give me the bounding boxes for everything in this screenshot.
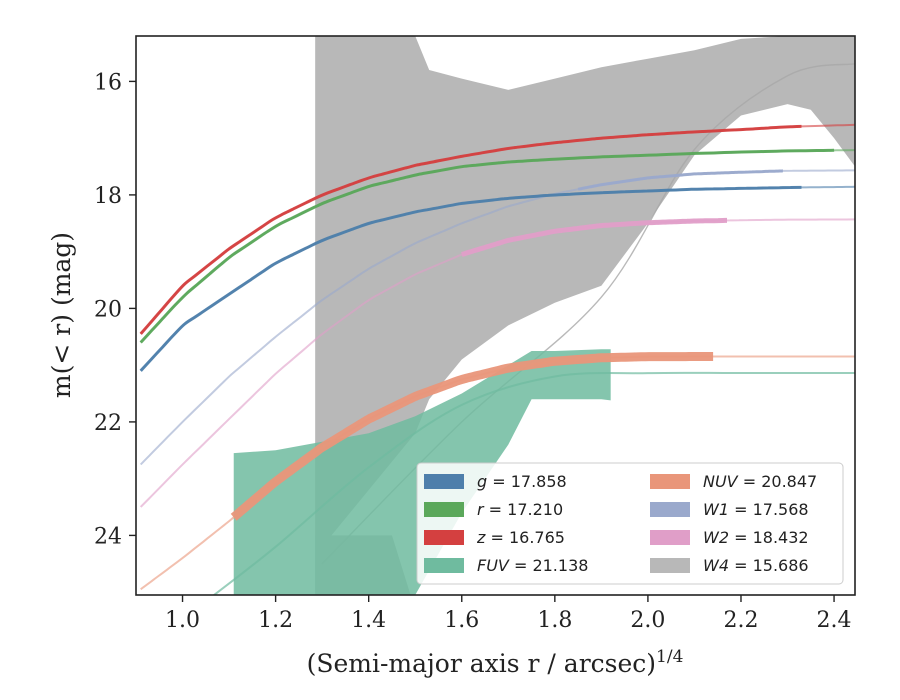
- legend-value: = 21.138: [509, 556, 589, 575]
- series-w4-band: [315, 36, 855, 595]
- series-z-measured: [139, 124, 802, 335]
- legend-band: g: [477, 472, 487, 491]
- legend-band: z: [476, 528, 486, 547]
- legend-swatch-w4: [650, 558, 690, 573]
- x-tick-label: 2.0: [630, 608, 665, 633]
- legend-swatch-nuv: [650, 474, 690, 489]
- x-axis-title: (Semi-major axis r / arcsec)1/4: [307, 647, 684, 678]
- legend-band: W1: [703, 500, 729, 519]
- legend-value: = 17.210: [484, 500, 564, 519]
- legend: g = 17.858 NUV = 20.847 r = 17.210 W1 = 17.…: [416, 462, 844, 585]
- legend-label-nuv: NUV = 20.847: [703, 472, 817, 491]
- legend-label-w4: W4 = 15.686: [703, 556, 809, 575]
- series-g-measured: [139, 185, 802, 372]
- x-tick-label: 1.8: [537, 608, 572, 633]
- legend-value: = 20.847: [738, 472, 818, 491]
- series-r-measured: [139, 148, 835, 344]
- legend-swatch-g: [424, 474, 464, 489]
- x-axis-title-text: (Semi-major axis r / arcsec): [307, 649, 656, 678]
- x-axis-title-superscript: 1/4: [656, 647, 683, 667]
- series-fuv-line: [212, 371, 855, 595]
- series-nuv-measured: [230, 352, 714, 521]
- legend-label-z: z = 16.765: [476, 528, 565, 547]
- y-tick-label: 16: [94, 70, 122, 95]
- legend-band: r: [477, 500, 485, 519]
- y-tick-label: 20: [94, 297, 122, 322]
- legend-value: = 18.432: [729, 528, 809, 547]
- legend-swatch-r: [424, 502, 464, 517]
- legend-band: NUV: [703, 472, 739, 491]
- x-tick-label: 1.2: [258, 608, 293, 633]
- x-tick-label: 1.4: [351, 608, 386, 633]
- legend-band: FUV: [477, 556, 510, 575]
- legend-label-r: r = 17.210: [477, 500, 563, 519]
- legend-band: W2: [703, 528, 729, 547]
- x-tick-label: 1.6: [444, 608, 479, 633]
- legend-label-fuv: FUV = 21.138: [477, 556, 588, 575]
- legend-swatch-fuv: [424, 558, 464, 573]
- x-tick-label: 1.0: [165, 608, 200, 633]
- legend-value: = 16.765: [485, 528, 565, 547]
- x-tick-label: 2.4: [817, 608, 852, 633]
- legend-label-g: g = 17.858: [477, 472, 567, 491]
- plot-frame: [135, 35, 856, 596]
- legend-swatch-z: [424, 530, 464, 545]
- legend-label-w1: W1 = 17.568: [703, 500, 809, 519]
- y-axis-title: m(< r) (mag): [47, 232, 76, 398]
- legend-value: = 17.858: [487, 472, 567, 491]
- x-axis: 1.0 1.2 1.4 1.6 1.8 2.0 2.2 2.4: [165, 595, 852, 633]
- legend-value: = 17.568: [729, 500, 809, 519]
- series-w1-measured: [577, 169, 783, 191]
- legend-box: [416, 462, 844, 585]
- x-tick-label: 2.2: [723, 608, 758, 633]
- y-tick-label: 24: [94, 524, 122, 549]
- y-axis: 16 18 20 22 24: [94, 70, 136, 549]
- y-tick-label: 22: [94, 411, 122, 436]
- legend-value: = 15.686: [729, 556, 809, 575]
- legend-swatch-w2: [650, 530, 690, 545]
- y-tick-label: 18: [94, 184, 122, 209]
- legend-swatch-w1: [650, 502, 690, 517]
- legend-band: W4: [703, 556, 729, 575]
- series-w2-measured: [461, 217, 728, 257]
- legend-label-w2: W2 = 18.432: [703, 528, 809, 547]
